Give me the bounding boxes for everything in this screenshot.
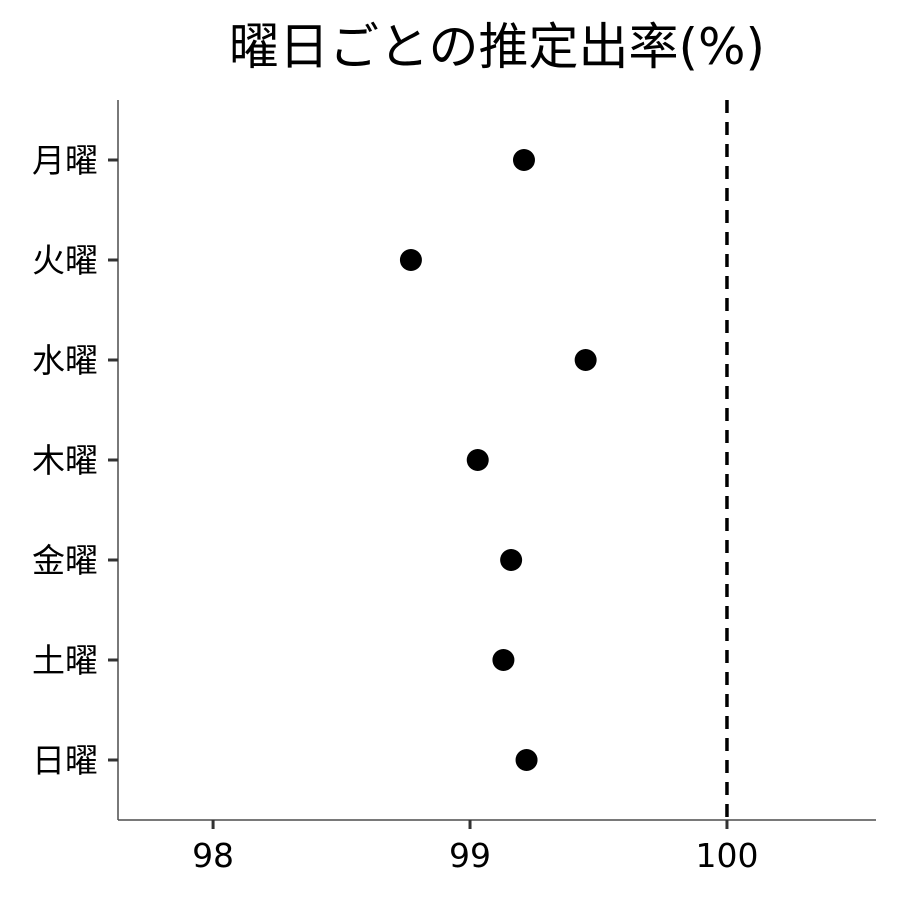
data-point <box>515 749 538 771</box>
data-point <box>500 549 523 571</box>
data-point <box>466 449 489 471</box>
y-tick-label: 日曜 <box>32 741 98 780</box>
chart-title: 曜日ごとの推定出率(%) <box>229 18 765 76</box>
data-point <box>574 349 597 371</box>
data-point <box>492 649 515 671</box>
y-tick-label: 木曜 <box>32 441 98 480</box>
y-tick-label: 火曜 <box>32 241 98 280</box>
y-tick-label: 水曜 <box>32 341 98 380</box>
y-tick-label: 月曜 <box>32 141 98 180</box>
x-tick-label: 99 <box>449 836 491 875</box>
data-point <box>399 249 422 271</box>
x-tick-label: 100 <box>695 836 758 875</box>
y-tick-label: 土曜 <box>32 641 98 680</box>
y-tick-label: 金曜 <box>32 541 98 580</box>
x-tick-label: 98 <box>192 836 234 875</box>
data-point <box>512 149 535 171</box>
